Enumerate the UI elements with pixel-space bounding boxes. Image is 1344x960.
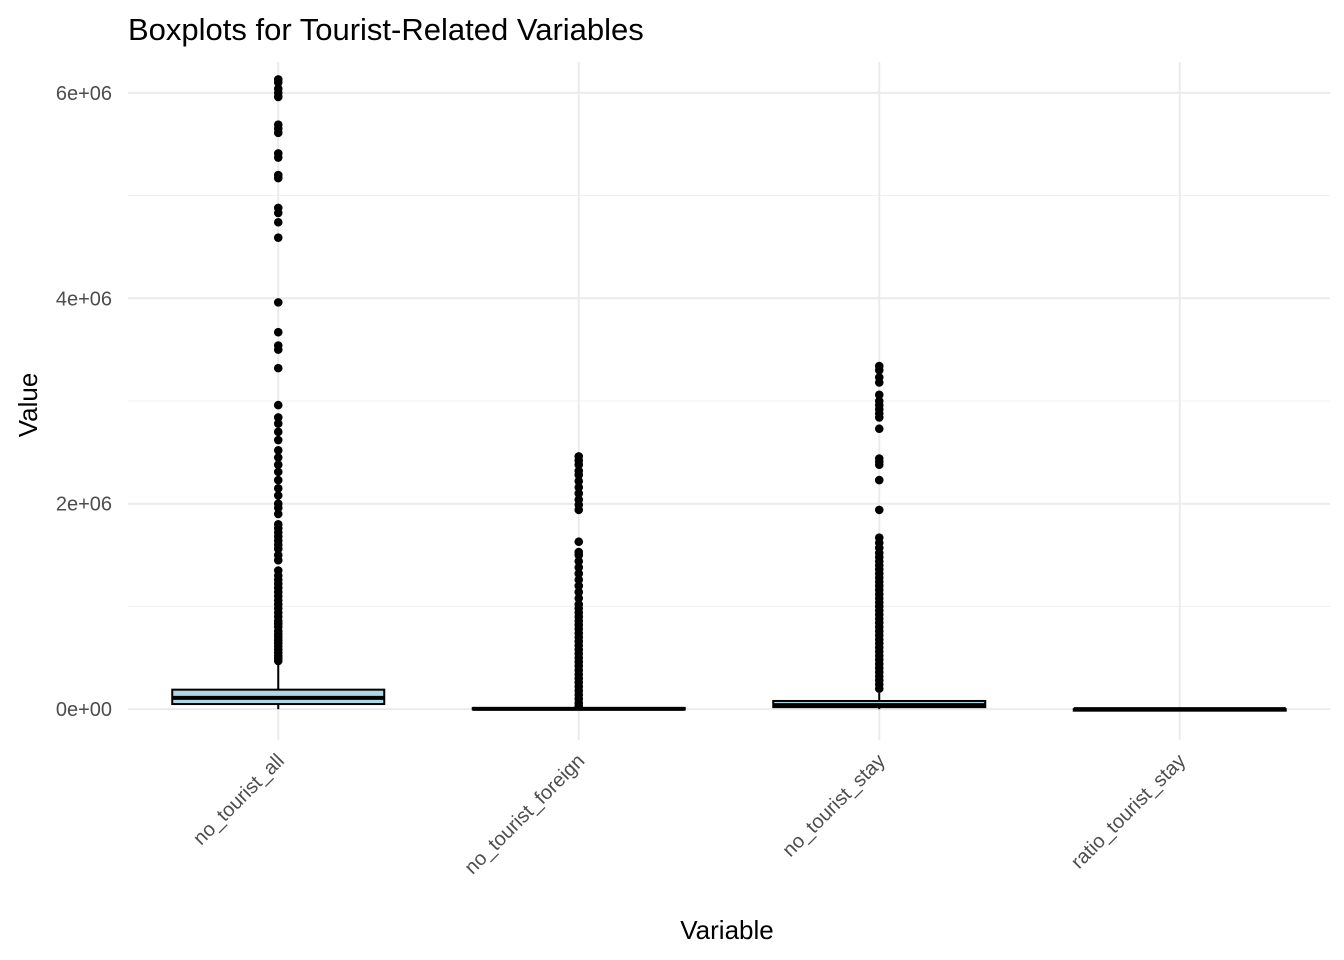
box-no_tourist_stay — [772, 361, 987, 710]
outlier-point-no_tourist_all-45 — [273, 435, 283, 445]
outlier-point-no_tourist_all-49 — [273, 400, 283, 410]
outlier-point-no_tourist_all-42 — [273, 460, 283, 469]
outlier-point-no_tourist_all-54 — [273, 298, 283, 307]
chart-title: Boxplots for Tourist-Related Variables — [128, 12, 644, 47]
outlier-point-no_tourist_stay-42 — [874, 424, 884, 434]
outlier-point-no_tourist_foreign-29 — [574, 575, 584, 585]
outlier-point-no_tourist_foreign-25 — [574, 600, 584, 609]
outlier-point-no_tourist_foreign-38 — [574, 495, 584, 504]
outlier-point-no_tourist_foreign-39 — [574, 489, 584, 498]
y-tick-label-1: 2e+06 — [56, 494, 112, 516]
outlier-point-no_tourist_all-35 — [273, 509, 283, 519]
outlier-point-no_tourist_stay-38 — [874, 475, 884, 485]
outlier-point-no_tourist_all-34 — [273, 519, 283, 529]
outlier-point-no_tourist_all-37 — [273, 499, 283, 509]
box-no_tourist_all — [171, 75, 386, 710]
outlier-point-no_tourist_foreign-28 — [574, 581, 584, 591]
outlier-point-no_tourist_foreign-27 — [574, 587, 584, 597]
outlier-point-no_tourist_all-60 — [273, 170, 283, 180]
outlier-point-no_tourist_all-48 — [273, 413, 283, 422]
outlier-point-no_tourist_foreign-26 — [574, 593, 584, 603]
box-ratio_tourist_stay — [1072, 707, 1287, 712]
outlier-point-no_tourist_all-62 — [273, 149, 283, 158]
outlier-point-no_tourist_all-47 — [273, 419, 283, 428]
y-axis-title: Value — [13, 373, 43, 438]
y-axis-ticks: 0e+00 2e+06 4e+06 6e+06 — [56, 83, 112, 721]
y-tick-label-3: 6e+06 — [56, 83, 112, 105]
outlier-point-no_tourist_all-53 — [273, 327, 283, 337]
x-tick-label-no_tourist_all: no_tourist_all — [189, 750, 289, 850]
outlier-point-no_tourist_foreign-34 — [574, 547, 584, 557]
outlier-point-no_tourist_stay-41 — [874, 454, 884, 463]
outlier-point-no_tourist_stay-52 — [874, 361, 884, 371]
x-tick-label-no_tourist_stay: no_tourist_stay — [778, 750, 889, 861]
outlier-point-no_tourist_foreign-32 — [574, 556, 584, 566]
outlier-point-no_tourist_all-52 — [273, 341, 283, 350]
outlier-point-no_tourist_all-27 — [273, 550, 283, 560]
outlier-point-no_tourist_all-43 — [273, 453, 283, 462]
outlier-point-no_tourist_all-25 — [273, 566, 283, 575]
outlier-point-no_tourist_stay-37 — [874, 505, 884, 515]
outlier-point-no_tourist_stay-48 — [874, 390, 884, 400]
outlier-point-no_tourist_all-65 — [273, 120, 283, 129]
x-axis-title: Variable — [680, 915, 773, 945]
box-no_tourist_foreign — [471, 452, 686, 711]
y-tick-label-2: 4e+06 — [56, 288, 112, 310]
x-tick-label-no_tourist_foreign: no_tourist_foreign — [461, 750, 590, 879]
outlier-point-no_tourist_stay-50 — [874, 373, 884, 382]
outlier-point-no_tourist_all-58 — [273, 203, 283, 213]
outlier-point-no_tourist_foreign-30 — [574, 569, 584, 578]
boxplots — [171, 75, 1287, 712]
outlier-point-no_tourist_foreign-43 — [574, 466, 584, 476]
outlier-point-no_tourist_foreign-46 — [574, 452, 584, 461]
outlier-point-no_tourist_all-38 — [273, 491, 283, 500]
grid-lines — [128, 62, 1330, 740]
outlier-point-no_tourist_all-50 — [273, 363, 283, 373]
outlier-point-no_tourist_all-68 — [273, 84, 283, 94]
y-tick-label-0: 0e+00 — [56, 699, 112, 721]
outlier-point-no_tourist_all-44 — [273, 446, 283, 455]
outlier-point-no_tourist_all-46 — [273, 427, 283, 437]
outlier-point-no_tourist_all-40 — [273, 475, 283, 485]
outlier-point-no_tourist_all-41 — [273, 467, 283, 477]
x-tick-label-ratio_tourist_stay: ratio_tourist_stay — [1067, 750, 1190, 873]
outlier-point-no_tourist_all-39 — [273, 484, 283, 493]
outlier-point-no_tourist_foreign-31 — [574, 563, 584, 572]
outlier-point-no_tourist_stay-36 — [874, 533, 884, 542]
x-axis-ticks: no_tourist_all no_tourist_foreign no_touri… — [189, 750, 1190, 879]
outlier-point-no_tourist_stay-47 — [874, 396, 884, 406]
outlier-point-no_tourist_foreign-35 — [574, 537, 584, 547]
outlier-point-no_tourist_foreign-41 — [574, 476, 584, 486]
outlier-point-no_tourist_all-55 — [273, 233, 283, 242]
outlier-point-no_tourist_all-70 — [273, 75, 283, 84]
outlier-point-no_tourist_all-56 — [273, 217, 283, 227]
outlier-point-no_tourist_foreign-40 — [574, 482, 584, 492]
